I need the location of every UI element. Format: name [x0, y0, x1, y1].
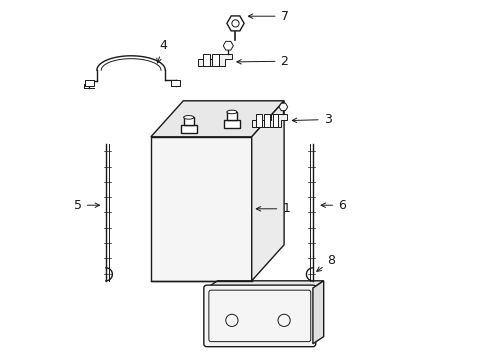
- Bar: [226, 112, 237, 120]
- Text: 5: 5: [74, 199, 100, 212]
- Bar: [170, 80, 179, 86]
- Polygon shape: [206, 281, 323, 288]
- Polygon shape: [151, 137, 251, 281]
- Text: 7: 7: [248, 10, 288, 23]
- Bar: [272, 114, 278, 127]
- Bar: [181, 125, 196, 133]
- Text: 6: 6: [321, 199, 346, 212]
- Text: 4: 4: [157, 39, 167, 63]
- Bar: [256, 114, 261, 127]
- Text: 1: 1: [256, 202, 289, 215]
- Bar: [85, 80, 94, 86]
- Bar: [224, 120, 239, 128]
- Ellipse shape: [183, 116, 193, 119]
- Bar: [212, 54, 218, 66]
- Polygon shape: [251, 114, 286, 127]
- Polygon shape: [312, 281, 323, 344]
- Text: 2: 2: [236, 55, 288, 68]
- FancyBboxPatch shape: [203, 285, 315, 347]
- Bar: [203, 54, 209, 66]
- Polygon shape: [197, 54, 231, 66]
- Polygon shape: [151, 101, 284, 137]
- Bar: [264, 114, 269, 127]
- Polygon shape: [251, 101, 284, 281]
- Ellipse shape: [226, 110, 237, 114]
- Text: 3: 3: [292, 113, 331, 126]
- Bar: [183, 117, 193, 125]
- Text: 8: 8: [316, 255, 335, 271]
